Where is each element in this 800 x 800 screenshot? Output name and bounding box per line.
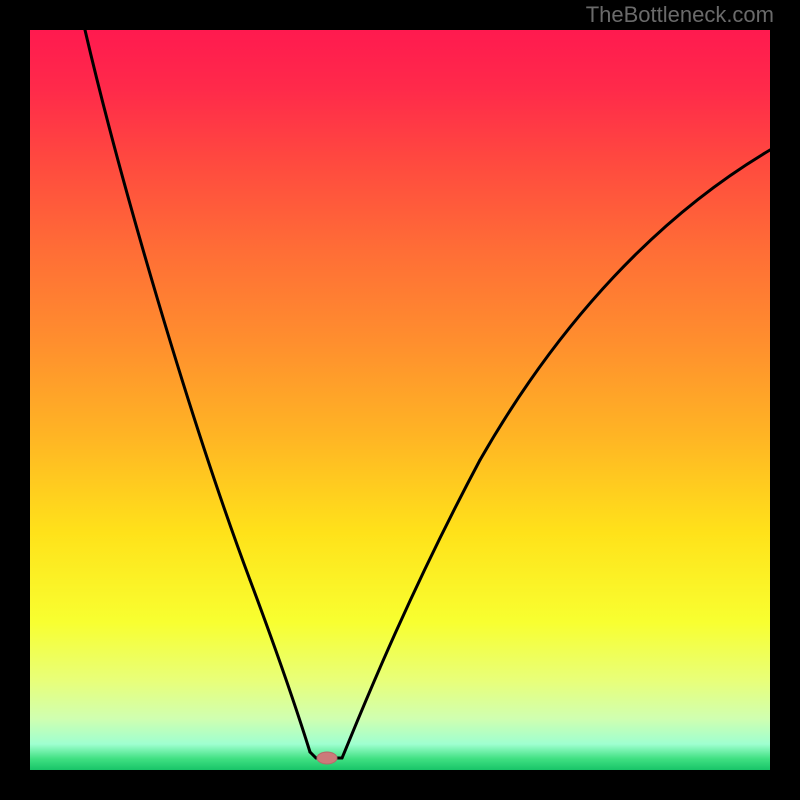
watermark-text: TheBottleneck.com [586, 2, 774, 27]
minimum-marker [317, 752, 337, 764]
bottleneck-chart: TheBottleneck.com [0, 0, 800, 800]
plot-background [30, 30, 770, 770]
